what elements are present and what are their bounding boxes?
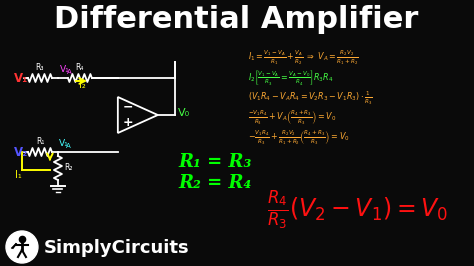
Text: +: +	[123, 117, 134, 130]
Text: $I_1=\frac{V_1-V_A}{R_1}+\frac{V_A}{R_2}\ \Rightarrow\ V_A=\frac{R_2V_2}{R_1+R_2: $I_1=\frac{V_1-V_A}{R_1}+\frac{V_A}{R_2}…	[247, 49, 359, 67]
Text: R₂: R₂	[64, 164, 73, 172]
Text: −: −	[123, 101, 133, 114]
Text: V₂: V₂	[14, 146, 28, 159]
Text: R₂ = R₄: R₂ = R₄	[178, 174, 251, 192]
Text: $-\frac{V_1R_4}{R_3}+\frac{R_2V_2}{R_1+R_2}\left(\frac{R_4+R_3}{R_3}\right)=V_0$: $-\frac{V_1R_4}{R_3}+\frac{R_2V_2}{R_1+R…	[247, 129, 349, 147]
Text: R₁: R₁	[36, 137, 44, 146]
Circle shape	[6, 231, 38, 263]
Text: R₃: R₃	[36, 63, 44, 72]
Text: A: A	[67, 69, 72, 75]
Text: I₁: I₁	[15, 170, 21, 180]
Text: V₁: V₁	[59, 139, 69, 148]
Text: V₀: V₀	[178, 108, 190, 118]
Text: V₁: V₁	[14, 72, 28, 85]
Text: SimplyCircuits: SimplyCircuits	[44, 239, 190, 257]
Text: R₄: R₄	[76, 63, 84, 72]
Text: $\frac{R_4}{R_3}(V_2-V_1)=V_0$: $\frac{R_4}{R_3}(V_2-V_1)=V_0$	[267, 188, 448, 232]
Text: $\left(V_1R_4-V_AR_4=V_2R_3-V_1R_3\right)\cdot\frac{1}{R_3}$: $\left(V_1R_4-V_AR_4=V_2R_3-V_1R_3\right…	[247, 89, 373, 107]
Text: Differential Amplifier: Differential Amplifier	[55, 6, 419, 35]
Text: V₁: V₁	[60, 65, 70, 74]
Text: $\frac{-V_1R_4}{R_3}+V_A\left(\frac{R_4+R_3}{R_3}\right)=V_0$: $\frac{-V_1R_4}{R_3}+V_A\left(\frac{R_4+…	[247, 109, 336, 127]
Text: R₁ = R₃: R₁ = R₃	[178, 153, 251, 171]
Text: I₂: I₂	[79, 80, 85, 90]
Text: A: A	[66, 143, 71, 149]
Text: $I_2\left[\frac{V_1-V_A}{R_3}=\frac{V_A-V_0}{R_4}\right]R_3R_4$: $I_2\left[\frac{V_1-V_A}{R_3}=\frac{V_A-…	[247, 69, 333, 88]
